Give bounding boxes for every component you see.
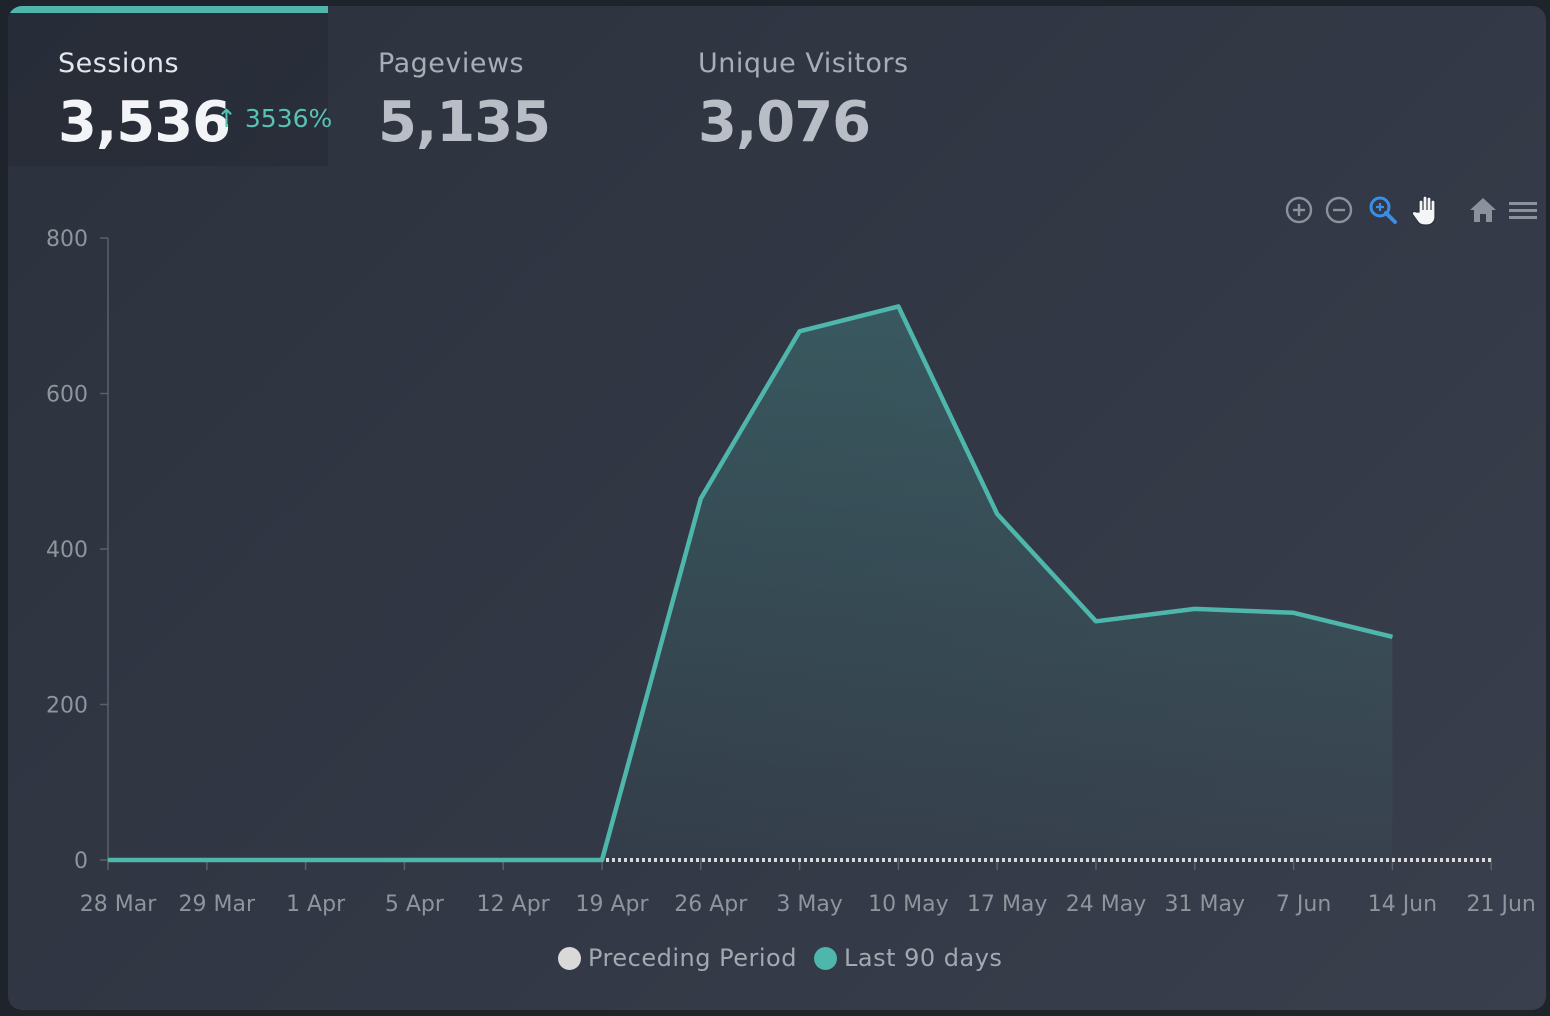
data-point-last-90-days xyxy=(206,859,208,861)
data-point-last-90-days xyxy=(403,859,405,861)
zoom-out-icon[interactable] xyxy=(1322,190,1356,230)
x-tick-label: 7 Jun xyxy=(1276,892,1331,917)
legend-label-preceding: Preceding Period xyxy=(588,944,797,972)
tab-pageviews[interactable]: Pageviews 5,135 xyxy=(328,6,648,166)
data-point-last-90-days xyxy=(700,497,702,499)
sessions-chart-card: Sessions 3,536 ↑ 3536% Pageviews 5,135 U… xyxy=(8,6,1546,1010)
x-tick-label: 14 Jun xyxy=(1368,892,1437,917)
x-tick-label: 29 Mar xyxy=(179,892,256,917)
x-tick-label: 26 Apr xyxy=(674,892,748,917)
x-tick-label: 1 Apr xyxy=(286,892,346,917)
x-tick-label: 19 Apr xyxy=(575,892,649,917)
series-area-last-90-days xyxy=(108,306,1393,860)
x-tick-label: 10 May xyxy=(868,892,948,917)
zoom-in-icon[interactable] xyxy=(1282,190,1316,230)
chart-toolbar xyxy=(1282,190,1538,230)
x-tick-label: 17 May xyxy=(967,892,1047,917)
y-tick-label: 0 xyxy=(74,849,88,874)
x-tick-label: 24 May xyxy=(1066,892,1146,917)
data-point-last-90-days xyxy=(601,859,603,861)
x-tick-label: 31 May xyxy=(1165,892,1245,917)
active-tab-indicator xyxy=(8,6,328,13)
sessions-change-badge: ↑ 3536% xyxy=(216,104,333,133)
tab-sessions[interactable]: Sessions 3,536 ↑ 3536% xyxy=(8,6,332,166)
data-point-last-90-days xyxy=(107,859,109,861)
data-point-last-90-days xyxy=(996,513,998,515)
tab-sessions-value: 3,536 xyxy=(58,90,231,155)
y-tick-label: 400 xyxy=(46,538,88,563)
y-tick-label: 200 xyxy=(46,694,88,719)
pan-hand-icon[interactable] xyxy=(1410,190,1444,230)
tab-unique-visitors-label: Unique Visitors xyxy=(698,48,909,79)
series-line-last-90-days xyxy=(108,304,1393,863)
x-tick-label: 21 Jun xyxy=(1467,892,1536,917)
x-tick-label: 12 Apr xyxy=(477,892,551,917)
x-tick-label: 5 Apr xyxy=(385,892,445,917)
reset-home-icon[interactable] xyxy=(1466,190,1500,230)
data-point-last-90-days xyxy=(305,859,307,861)
y-tick-label: 600 xyxy=(46,383,88,408)
data-point-last-90-days xyxy=(799,330,801,332)
legend-marker-last-90-days xyxy=(814,947,837,970)
data-point-last-90-days xyxy=(897,305,899,307)
tab-unique-visitors[interactable]: Unique Visitors 3,076 xyxy=(648,6,988,166)
data-point-last-90-days xyxy=(1391,636,1393,638)
x-tick-label: 28 Mar xyxy=(80,892,157,917)
tab-pageviews-value: 5,135 xyxy=(378,90,551,155)
zoom-selection-icon[interactable] xyxy=(1366,190,1400,230)
sessions-area-chart: 0 200 400 600 800 28 Mar 29 Mar 1 Apr 5 Apr 12 Ap… xyxy=(46,227,1536,917)
tab-pageviews-label: Pageviews xyxy=(378,48,525,79)
tab-unique-visitors-value: 3,076 xyxy=(698,90,871,155)
data-point-last-90-days xyxy=(1194,608,1196,610)
data-point-last-90-days xyxy=(1293,612,1295,614)
tab-sessions-label: Sessions xyxy=(58,48,180,79)
x-tick-label: 3 May xyxy=(776,892,842,917)
y-tick-label: 800 xyxy=(46,227,88,252)
legend-label-last-90-days: Last 90 days xyxy=(844,944,1003,972)
data-point-last-90-days xyxy=(502,859,504,861)
data-point-last-90-days xyxy=(1095,620,1097,622)
menu-icon[interactable] xyxy=(1506,190,1540,230)
legend-marker-preceding xyxy=(558,947,581,970)
